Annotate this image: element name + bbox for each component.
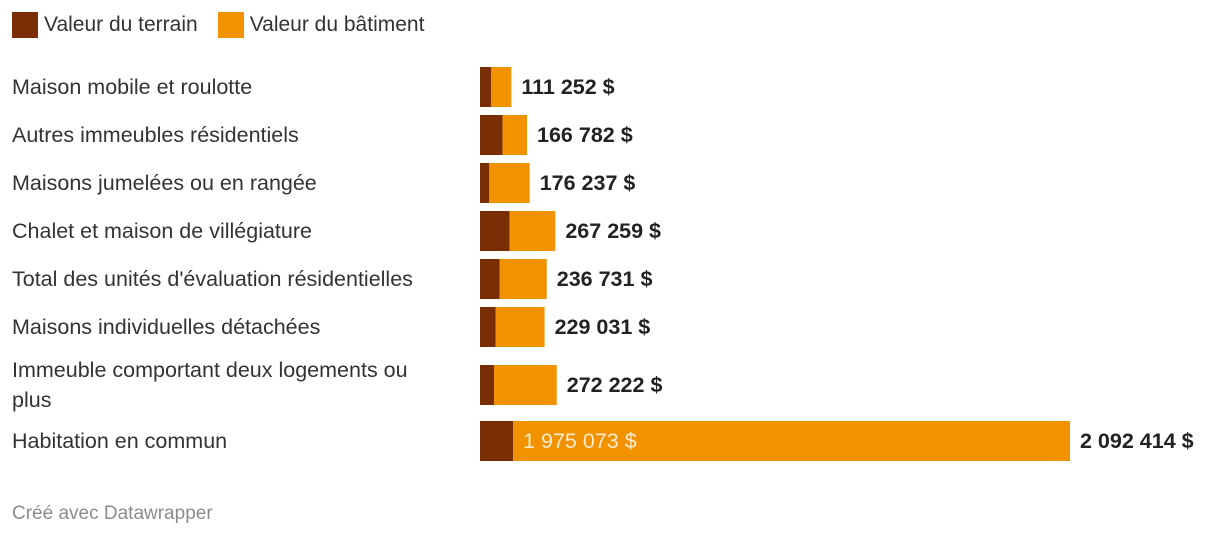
legend-swatch-land xyxy=(12,12,38,38)
category-label-line: Maison mobile et roulotte xyxy=(12,75,252,99)
bar-segment-building xyxy=(489,163,530,203)
category-label: Maisons jumelées ou en rangée xyxy=(12,171,317,195)
category-label: Immeuble comportant deux logements ou plu… xyxy=(12,358,408,412)
category-label-line: Habitation en commun xyxy=(12,429,227,453)
total-value-label: 176 237 $ xyxy=(540,171,636,195)
total-value-label: 111 252 $ xyxy=(521,75,614,99)
legend-item-land: Valeur du terrain xyxy=(12,12,198,38)
total-value-label: 229 031 $ xyxy=(555,315,651,339)
bar-segment-land xyxy=(480,163,490,203)
total-value-label: 166 782 $ xyxy=(537,123,633,147)
footer-credit: Créé avec Datawrapper xyxy=(12,503,213,524)
legend-item-building: Valeur du bâtiment xyxy=(217,12,425,38)
total-value-label: 267 259 $ xyxy=(565,219,661,243)
total-value-label: 2 092 414 $ xyxy=(1080,429,1194,453)
chart-legend: Valeur du terrain Valeur du bâtiment xyxy=(12,12,424,38)
bar-segment-land xyxy=(480,365,495,405)
legend-label-land: Valeur du terrain xyxy=(44,13,198,36)
bar-segment-building xyxy=(502,115,528,155)
bar-segment-land xyxy=(480,259,500,299)
bar-segment-land xyxy=(480,307,496,347)
category-label-line: Chalet et maison de villégiature xyxy=(12,219,312,243)
total-value-label: 236 731 $ xyxy=(557,267,653,291)
category-label: Total des unités d'évaluation résidentie… xyxy=(12,267,413,291)
total-value-label: 272 222 $ xyxy=(567,373,663,397)
category-label-line: Total des unités d'évaluation résidentie… xyxy=(12,267,413,291)
bar-segment-building xyxy=(513,421,1070,461)
inner-value-label: 1 975 073 $ xyxy=(523,429,637,453)
category-label-line: Autres immeubles résidentiels xyxy=(12,123,299,147)
bar-segment-building xyxy=(509,211,556,251)
category-label: Maison mobile et roulotte xyxy=(12,75,252,99)
category-label: Maisons individuelles détachées xyxy=(12,315,320,339)
legend-label-building: Valeur du bâtiment xyxy=(249,13,425,36)
category-label-line: Maisons jumelées ou en rangée xyxy=(12,171,317,195)
category-label-line: Immeuble comportant deux logements ou xyxy=(12,358,408,382)
category-label-line: plus xyxy=(12,388,51,412)
category-label: Chalet et maison de villégiature xyxy=(12,219,312,243)
bar-segment-building xyxy=(499,259,547,299)
category-label-line: Maisons individuelles détachées xyxy=(12,315,320,339)
bar-segment-building xyxy=(494,365,557,405)
bar-segment-land xyxy=(480,67,492,107)
bar-segment-land xyxy=(480,115,503,155)
legend-swatch-building xyxy=(217,12,244,38)
bar-segment-building xyxy=(495,307,545,347)
bar-segment-land xyxy=(480,211,510,251)
bar-segment-building xyxy=(491,67,512,107)
category-label: Autres immeubles résidentiels xyxy=(12,123,299,147)
category-label: Habitation en commun xyxy=(12,429,227,453)
bar-segment-land xyxy=(480,421,514,461)
